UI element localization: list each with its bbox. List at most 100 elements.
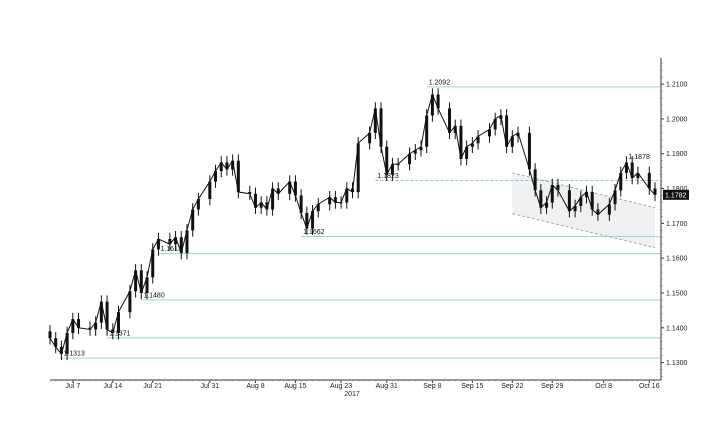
last-price-badge: 1.1782	[663, 189, 689, 200]
candle	[231, 154, 235, 176]
candle	[596, 203, 600, 221]
candle	[373, 102, 377, 140]
level-label-1.2092: 1.2092	[429, 79, 451, 86]
candle	[647, 166, 651, 195]
candle	[413, 143, 417, 160]
candle	[556, 178, 560, 197]
candle	[214, 164, 218, 188]
candle	[470, 137, 474, 154]
level-label-1.1371: 1.1371	[109, 330, 131, 337]
candle	[487, 123, 491, 143]
candle	[419, 140, 423, 157]
svg-text:1.1782: 1.1782	[665, 192, 687, 199]
candle	[585, 185, 589, 204]
candle	[225, 156, 229, 176]
candle	[510, 130, 514, 154]
candle	[253, 187, 257, 214]
candle	[493, 112, 497, 136]
candle	[88, 321, 92, 336]
candle	[573, 199, 577, 218]
candle	[453, 119, 457, 140]
x-tick-label: Jul 31	[200, 383, 219, 390]
y-tick-label: 1.1400	[666, 325, 688, 332]
candle	[567, 184, 571, 218]
level-label-1.1480: 1.1480	[143, 292, 165, 299]
level-label-1.1823: 1.1823	[377, 173, 399, 180]
x-tick-label: Sep 29	[541, 383, 563, 390]
labels-layer: 1.2092 1.1878 1.1823 1.1662 1.1613 1.1480 1.13…	[63, 79, 689, 358]
candle	[390, 157, 394, 181]
candle	[168, 232, 172, 251]
x-tick-label: Aug 8	[246, 383, 264, 390]
candle	[71, 312, 75, 340]
x-tick-label: Aug 15	[284, 383, 306, 390]
x-tick-label: Oct 16	[639, 383, 660, 390]
x-tick-label: Aug 23	[330, 383, 352, 390]
candles-layer	[48, 88, 657, 361]
candle	[259, 196, 263, 214]
x-tick-label: Sep 15	[461, 383, 483, 390]
y-tick-label: 1.2000	[666, 116, 688, 123]
candle	[345, 182, 349, 209]
x-tick-label: Sep 22	[501, 383, 523, 390]
candle	[579, 190, 583, 213]
candle	[590, 185, 594, 216]
y-tick-label: 1.1600	[666, 256, 688, 263]
candle	[550, 178, 554, 209]
candle	[545, 196, 549, 214]
candle	[630, 156, 634, 185]
candle	[368, 126, 372, 150]
level-label-1.1662: 1.1662	[303, 229, 325, 236]
y-tick-label: 1.2100	[666, 82, 688, 89]
candle	[408, 147, 412, 171]
candle	[271, 182, 275, 216]
candle	[465, 140, 469, 166]
candle	[59, 340, 63, 361]
candle	[77, 312, 81, 335]
candle	[311, 204, 315, 235]
candle	[436, 88, 440, 115]
candle	[196, 192, 200, 216]
level-label-1.1313: 1.1313	[63, 351, 85, 358]
level-label-1.1878: 1.1878	[628, 154, 650, 161]
candle	[156, 232, 160, 256]
candle	[613, 184, 617, 211]
candle	[208, 175, 212, 206]
candle	[624, 156, 628, 180]
candle	[248, 185, 252, 201]
y-tick-label: 1.1700	[666, 221, 688, 228]
candle	[99, 295, 103, 329]
channel-upper-line	[512, 172, 656, 209]
candle	[54, 331, 58, 354]
candle	[653, 182, 657, 202]
candle	[293, 175, 297, 202]
y-tick-label: 1.1300	[666, 360, 688, 367]
candle	[174, 231, 178, 251]
candle	[288, 175, 292, 201]
level-label-1.1613: 1.1613	[160, 246, 182, 253]
y-tick-label: 1.1500	[666, 290, 688, 297]
candle	[305, 206, 309, 235]
candle	[516, 126, 520, 143]
levels-layer	[61, 86, 661, 359]
y-tick-label: 1.1900	[666, 151, 688, 158]
candle	[539, 184, 543, 214]
candle	[179, 231, 183, 260]
channel-layer	[512, 172, 656, 249]
candle	[316, 197, 320, 218]
candle	[328, 190, 332, 211]
channel-lower-line	[512, 213, 656, 249]
candle	[607, 197, 611, 221]
candle	[48, 324, 52, 345]
candle	[219, 156, 223, 178]
candle	[333, 190, 337, 209]
x-tick-label: Jul 21	[143, 383, 162, 390]
channel-fill	[512, 172, 655, 248]
candle	[527, 126, 531, 176]
x-tick-label: Jul 7	[65, 383, 80, 390]
candle	[636, 166, 640, 185]
candle	[476, 130, 480, 150]
price-path	[49, 93, 656, 355]
candle	[94, 316, 98, 336]
